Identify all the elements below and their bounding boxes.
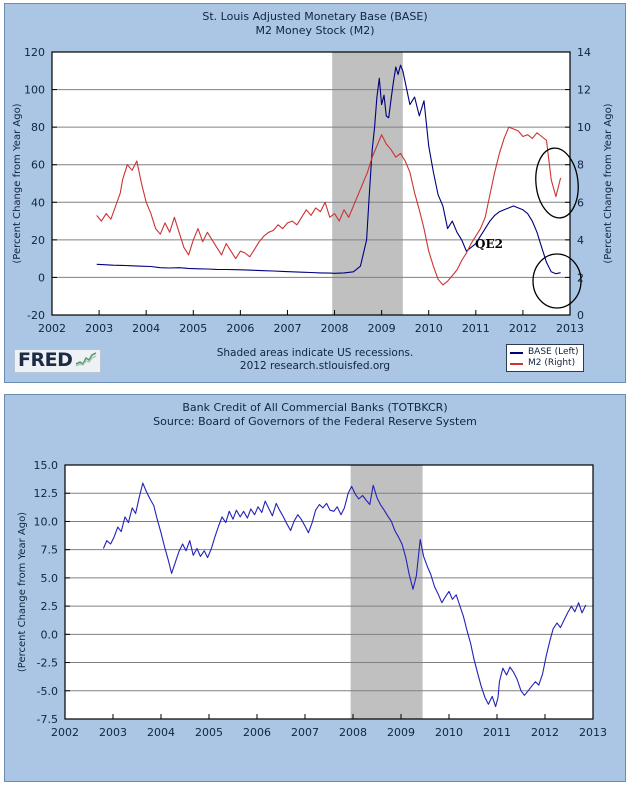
svg-text:2005: 2005 [195,726,223,739]
legend-item-m2[interactable]: M2 (Right) [510,358,579,369]
chart2-title-line1: Bank Credit of All Commercial Banks (TOT… [182,401,448,414]
legend-item-base[interactable]: BASE (Left) [510,347,579,358]
svg-text:(Percent Change from Year Ago): (Percent Change from Year Ago) [12,103,23,263]
fred-logo-1[interactable]: FRED [14,349,102,373]
svg-text:2004: 2004 [147,726,175,739]
chart1-title-line1: St. Louis Adjusted Monetary Base (BASE) [202,10,428,23]
svg-text:10: 10 [577,121,591,134]
svg-text:2008: 2008 [339,726,367,739]
svg-text:-2.5: -2.5 [37,657,58,670]
svg-text:2006: 2006 [243,726,271,739]
chart-panel-base-m2: St. Louis Adjusted Monetary Base (BASE) … [4,3,626,383]
legend-swatch-base [510,351,523,354]
svg-text:2010: 2010 [435,726,463,739]
svg-text:40: 40 [31,196,45,209]
svg-text:7.5: 7.5 [41,544,59,557]
svg-text:2009: 2009 [368,322,396,335]
svg-text:0.0: 0.0 [41,628,59,641]
chart-panel-bank-credit: Bank Credit of All Commercial Banks (TOT… [4,394,626,782]
svg-text:(Percent Change from Year Ago): (Percent Change from Year Ago) [603,103,614,263]
chart1-title-block: St. Louis Adjusted Monetary Base (BASE) … [5,10,625,38]
legend-swatch-m2 [510,362,523,365]
svg-text:2006: 2006 [226,322,254,335]
svg-text:2010: 2010 [415,322,443,335]
svg-text:2003: 2003 [85,322,113,335]
svg-text:4: 4 [577,234,584,247]
svg-text:2002: 2002 [38,322,66,335]
svg-text:2005: 2005 [179,322,207,335]
chart1-title-line2: M2 Money Stock (M2) [255,24,375,37]
chart2-title-block: Bank Credit of All Commercial Banks (TOT… [5,401,625,429]
svg-text:2002: 2002 [51,726,79,739]
svg-text:2004: 2004 [132,322,160,335]
svg-text:10.0: 10.0 [34,515,59,528]
svg-text:12.5: 12.5 [34,487,59,500]
qe2-annotation-label: QE2 [475,237,503,251]
svg-text:0: 0 [577,309,584,322]
svg-text:0: 0 [38,271,45,284]
svg-text:100: 100 [24,84,45,97]
svg-text:2013: 2013 [556,322,584,335]
svg-text:2011: 2011 [462,322,490,335]
svg-text:2003: 2003 [99,726,127,739]
svg-text:-5.0: -5.0 [37,685,58,698]
svg-text:120: 120 [24,46,45,59]
svg-text:-7.5: -7.5 [37,713,58,726]
line-chart-icon [75,350,98,371]
svg-text:80: 80 [31,121,45,134]
svg-text:20: 20 [31,234,45,247]
svg-text:2011: 2011 [483,726,511,739]
chart1-footer-note: Shaded areas indicate US recessions. 201… [5,347,625,373]
svg-text:(Percent Change from Year Ago): (Percent Change from Year Ago) [17,512,28,672]
svg-text:6: 6 [577,196,584,209]
svg-text:12: 12 [577,84,591,97]
svg-text:2008: 2008 [321,322,349,335]
svg-text:2007: 2007 [273,322,301,335]
legend-label-m2: M2 (Right) [528,358,576,368]
svg-text:-20: -20 [27,309,45,322]
svg-text:2009: 2009 [387,726,415,739]
svg-text:60: 60 [31,159,45,172]
fred-logo-text-1: FRED [18,349,73,371]
svg-text:2012: 2012 [531,726,559,739]
svg-text:8: 8 [577,159,584,172]
svg-text:2.5: 2.5 [41,600,59,613]
chart2-plot-area: -7.5 -5.0 -2.5 0.0 2.5 5.0 7.5 10.0 12.5 15.0 2002… [17,459,607,739]
chart1-legend: BASE (Left) M2 (Right) [506,344,584,372]
chart1-note-line2: 2012 research.stlouisfed.org [239,360,391,372]
svg-text:2007: 2007 [291,726,319,739]
svg-text:5.0: 5.0 [41,572,59,585]
chart2-title-line2: Source: Board of Governors of the Federa… [153,415,477,428]
svg-text:14: 14 [577,46,591,59]
chart1-note-line1: Shaded areas indicate US recessions. [216,347,414,359]
svg-text:2012: 2012 [509,322,537,335]
svg-text:2013: 2013 [579,726,607,739]
svg-text:15.0: 15.0 [34,459,59,472]
legend-label-base: BASE (Left) [528,347,579,357]
